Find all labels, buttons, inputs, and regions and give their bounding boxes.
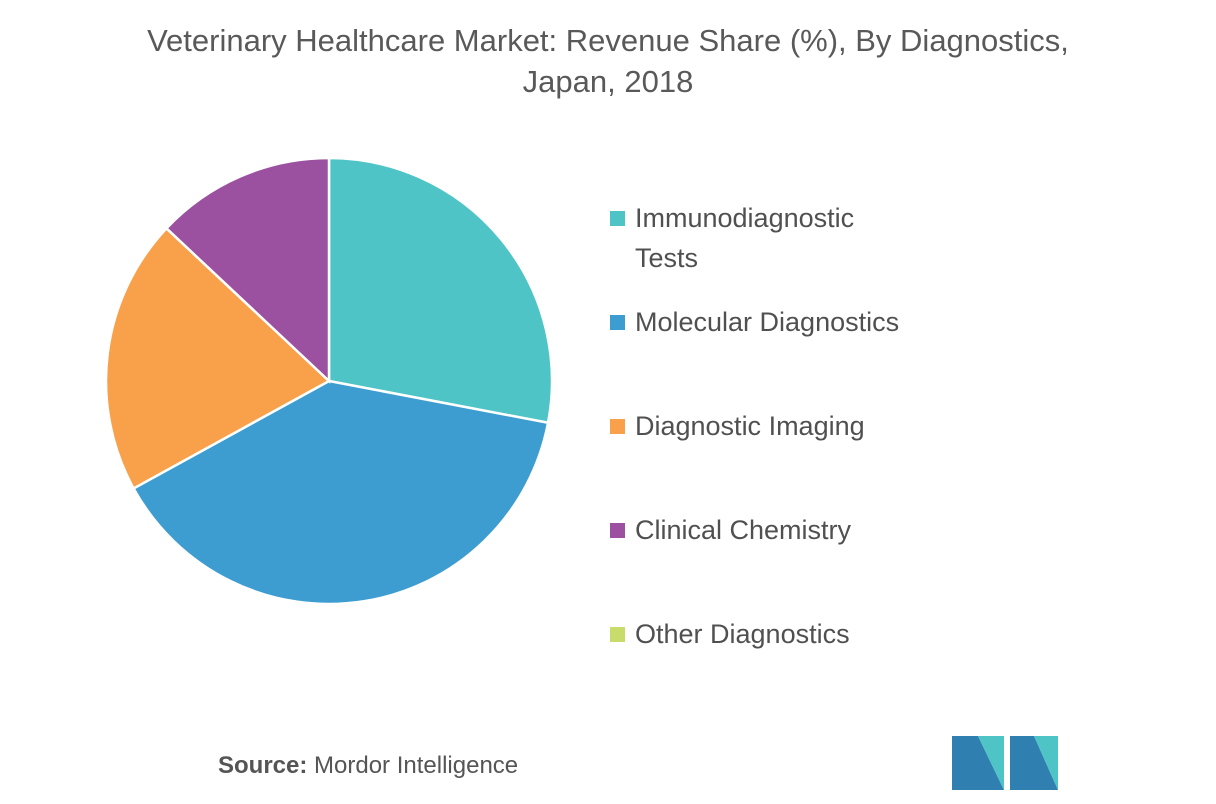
pie: [104, 156, 554, 606]
legend-swatch: [610, 627, 625, 642]
pie-slice: [131, 379, 550, 606]
legend-label: Molecular Diagnostics: [635, 307, 900, 337]
legend-swatch: [610, 419, 625, 434]
legend-swatch: [610, 315, 625, 330]
legend-label: Immunodiagnostic Tests: [635, 203, 855, 273]
source: Source: Mordor Intelligence: [218, 752, 518, 780]
pie-slice: [104, 226, 332, 491]
pie-slice: [164, 156, 331, 384]
legend-label: Clinical Chemistry: [635, 515, 852, 545]
source-name: Mordor Intelligence: [314, 752, 519, 779]
logo: [952, 736, 1058, 790]
legend-label: Other Diagnostics: [635, 619, 850, 649]
pie-slice: [327, 156, 554, 425]
legend-label: Diagnostic Imaging: [635, 411, 865, 441]
legend-swatch: [610, 523, 625, 538]
source-label: Source:: [218, 752, 308, 779]
chart-title: Veterinary Healthcare Market: Revenue Sh…: [147, 23, 1069, 99]
legend-swatch: [610, 211, 625, 226]
